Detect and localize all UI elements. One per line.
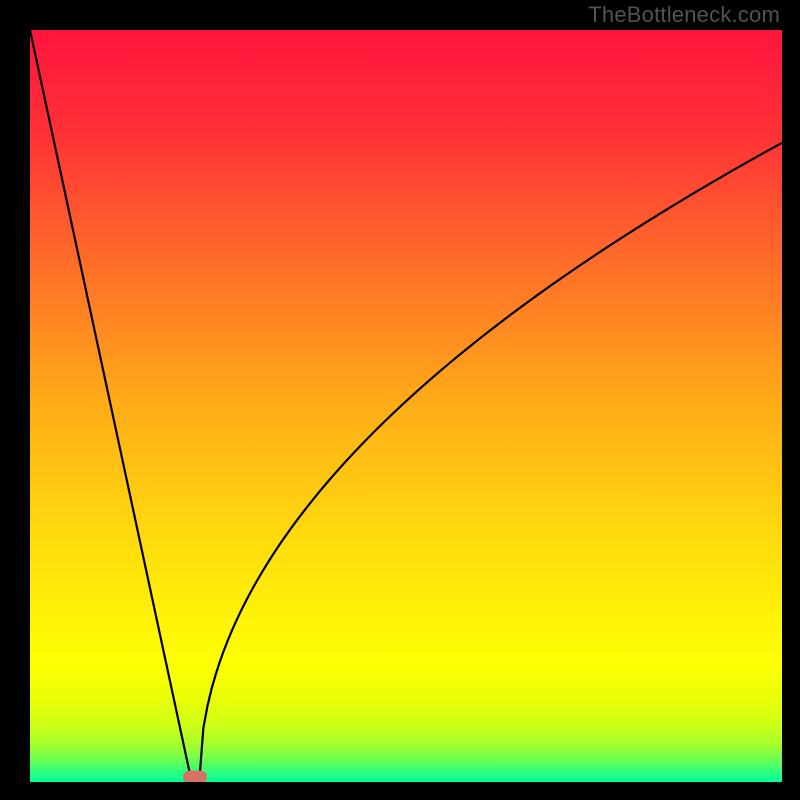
curve-svg	[30, 30, 782, 782]
bottleneck-curve-left	[30, 30, 192, 782]
plot-area	[30, 30, 782, 782]
plot-frame	[30, 30, 782, 782]
optimum-marker	[183, 771, 207, 782]
watermark-text: TheBottleneck.com	[588, 2, 780, 28]
chart-container: TheBottleneck.com	[0, 0, 800, 800]
bottleneck-curve-right	[199, 143, 782, 782]
